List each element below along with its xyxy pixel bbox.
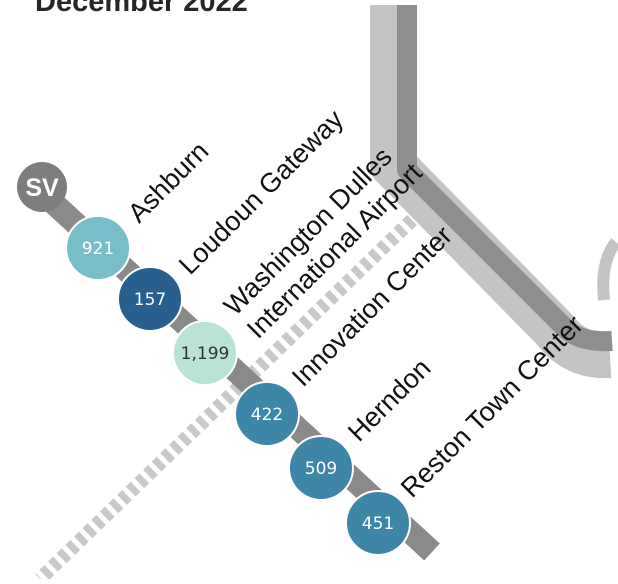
station-label: Herndon: [342, 353, 436, 447]
station-label: Ashburn: [122, 136, 214, 228]
ridership-value: 422: [251, 405, 283, 425]
ridership-value: 509: [305, 459, 337, 479]
map-title: December 2022: [35, 0, 248, 19]
sv-line-badge: SV: [17, 162, 67, 212]
station-washington-dulles: 1,199 Washington Dulles International Ai…: [173, 142, 428, 385]
svg-text:SV: SV: [25, 174, 59, 202]
ridership-value: 451: [362, 514, 394, 534]
track-edge-arc: [603, 242, 616, 300]
station-label: Reston Town Center: [395, 309, 589, 503]
station-reston-town-center: 451 Reston Town Center: [346, 309, 589, 555]
ridership-value: 921: [82, 239, 114, 259]
ridership-value: 1,199: [181, 344, 230, 364]
ridership-value: 157: [134, 290, 166, 310]
